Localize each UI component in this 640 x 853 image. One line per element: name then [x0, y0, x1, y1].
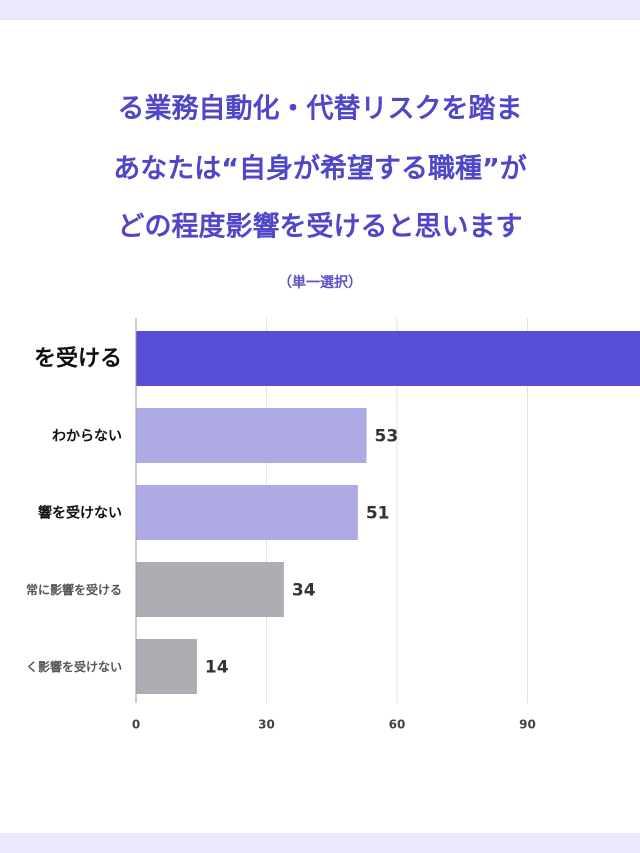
value-label: 34 [292, 581, 316, 601]
value-label: 53 [375, 427, 399, 447]
bar [136, 639, 197, 694]
value-label: 14 [205, 658, 229, 678]
chart-title: どの程度影響を受けると思います [118, 211, 523, 243]
y-tick-label: わからない [52, 429, 122, 445]
top-band [0, 0, 640, 20]
chart-title: る業務自動化・代替リスクを踏ま [118, 93, 523, 125]
bar [136, 562, 284, 617]
y-tick-label: を受ける [34, 346, 122, 372]
bar [136, 408, 367, 463]
x-tick-label: 0 [132, 718, 140, 732]
x-tick-label: 60 [389, 718, 406, 732]
bar [136, 331, 640, 386]
bottom-band [0, 833, 640, 853]
bar [136, 485, 358, 540]
y-tick-label: 常に影響を受ける [26, 582, 122, 597]
y-tick-label: 響を受けない [38, 505, 122, 522]
chart-title: あなたは“自身が希望する職種”が [113, 153, 527, 185]
y-tick-label: く影響を受けない [26, 659, 122, 674]
chart-subtitle: （単一選択） [278, 274, 362, 291]
value-label: 51 [366, 504, 390, 524]
x-tick-label: 30 [258, 718, 275, 732]
x-tick-label: 90 [519, 718, 536, 732]
